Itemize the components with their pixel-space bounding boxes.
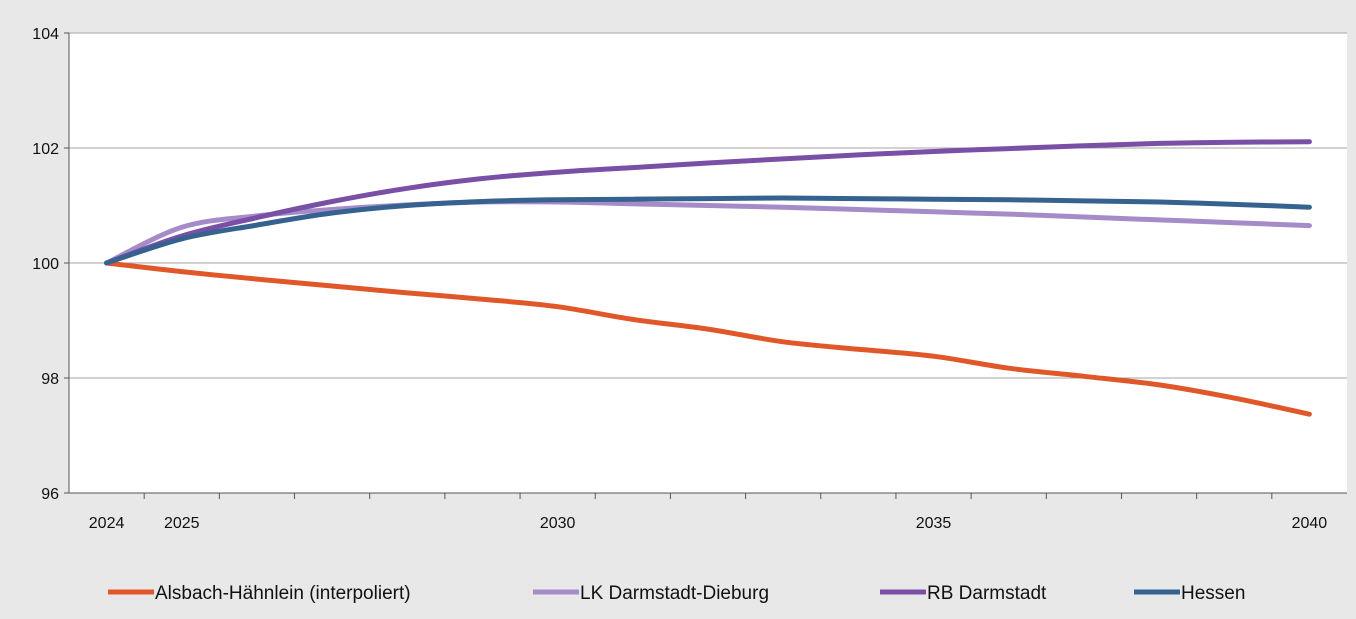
y-tick-label: 98 — [41, 371, 59, 388]
series-line-2 — [104, 199, 1312, 266]
series-line-3 — [104, 139, 1312, 266]
x-tick-label: 2035 — [916, 515, 952, 532]
series-line-4 — [104, 195, 1312, 266]
legend-label: Alsbach-Hähnlein (interpoliert) — [155, 583, 411, 604]
axes: 96 98 100 102 104 2024 2025 2030 2035 2040 — [32, 26, 1347, 532]
y-tick-label: 102 — [32, 141, 59, 158]
legend-label: Hessen — [1181, 583, 1245, 604]
x-tick-label: 2024 — [89, 515, 125, 532]
x-tick-label: 2040 — [1292, 515, 1328, 532]
y-tick-label: 96 — [41, 486, 59, 503]
x-tick-label: 2030 — [540, 515, 576, 532]
legend-label: LK Darmstadt-Dieburg — [580, 583, 769, 604]
y-tick-label: 104 — [32, 26, 59, 43]
y-tick-label: 100 — [32, 256, 59, 273]
series-line-1 — [104, 260, 1312, 417]
legend: Alsbach-Hähnlein (interpoliert) LK Darmst… — [108, 583, 1245, 604]
legend-label: RB Darmstadt — [927, 583, 1047, 604]
series-lines — [104, 139, 1312, 417]
x-tick-label: 2025 — [164, 515, 200, 532]
